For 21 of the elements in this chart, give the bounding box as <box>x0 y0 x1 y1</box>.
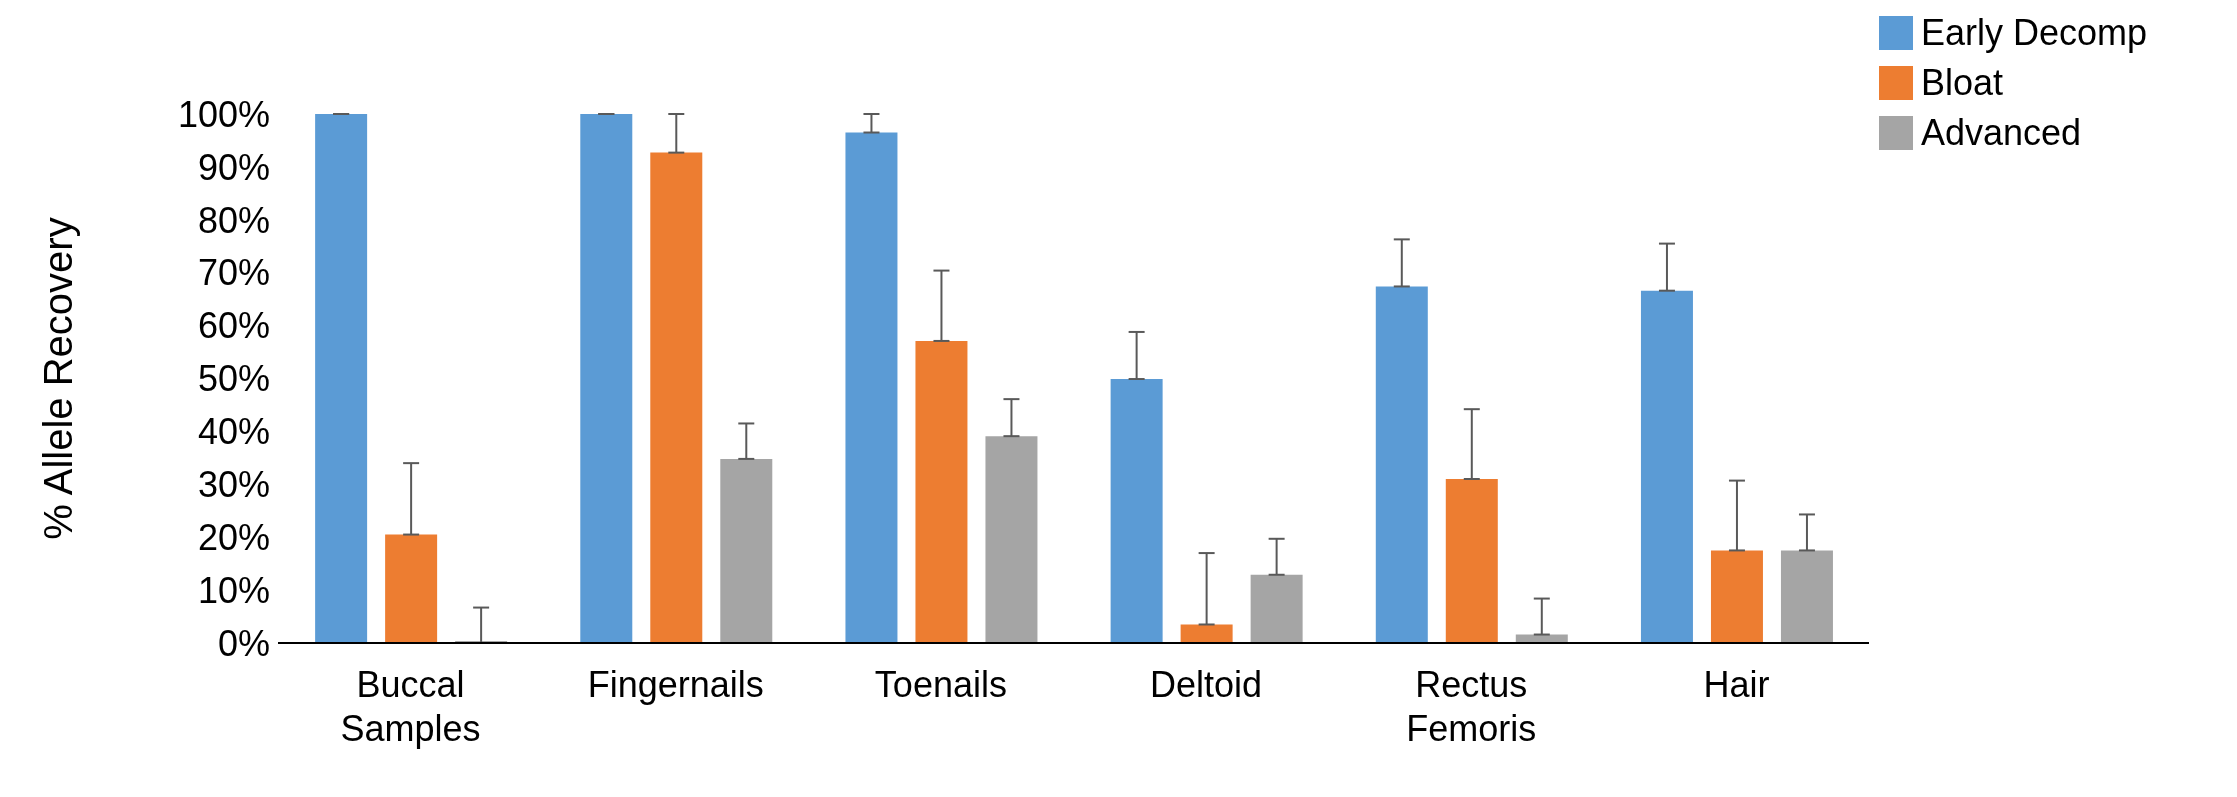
x-tick-label: Fingernails <box>587 664 764 705</box>
legend-label: Advanced <box>1921 112 2082 154</box>
y-tick-label: 80% <box>197 199 270 241</box>
legend-label: Early Decomp <box>1921 12 2148 54</box>
x-tick-label: Rectus Femoris <box>1406 664 1537 749</box>
y-tick-label: 50% <box>197 358 270 400</box>
y-tick-label: 100% <box>177 93 270 135</box>
y-tick-label: 40% <box>197 411 270 453</box>
y-tick-label: 30% <box>197 464 270 506</box>
x-tick-label: Deltoid <box>1150 664 1263 705</box>
x-tick-label: Buccal Samples <box>340 664 481 749</box>
x-tick-label: Toenails <box>874 664 1007 705</box>
y-tick-label: 60% <box>197 305 270 347</box>
y-tick-label: 20% <box>197 516 270 558</box>
x-tick-label: Hair <box>1703 664 1770 705</box>
y-tick-label: 70% <box>197 252 270 294</box>
legend-label: Bloat <box>1921 62 2004 104</box>
y-tick-label: 0% <box>217 622 270 664</box>
y-tick-label: 10% <box>197 569 270 611</box>
y-axis-title: % Allele Recovery <box>36 217 81 540</box>
y-tick-label: 90% <box>197 146 270 188</box>
